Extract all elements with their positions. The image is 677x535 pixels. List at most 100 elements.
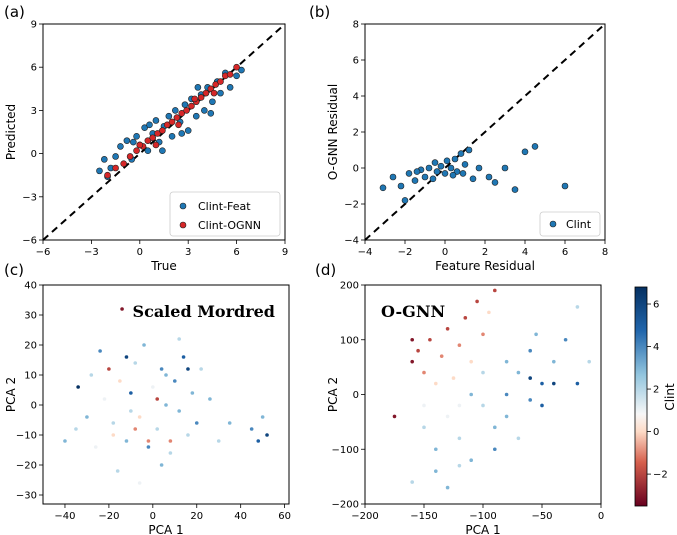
pca-point: [422, 370, 426, 375]
x-tick-label: 9: [282, 247, 288, 258]
y-tick-label: 3: [31, 106, 37, 117]
clint-point: [411, 177, 419, 184]
y-tick-label: 4: [353, 92, 359, 103]
pca-point: [469, 458, 474, 463]
y-axis-label: PCA 2: [4, 377, 18, 412]
pca-point: [98, 349, 102, 353]
clint-point: [511, 186, 519, 193]
clint-point: [401, 197, 409, 204]
clint-ognn-point: [207, 85, 215, 93]
clint-ognn-point: [217, 78, 224, 85]
x-axis-label: Feature Residual: [435, 259, 535, 273]
pca-point: [111, 421, 116, 425]
clint-ognn-point: [197, 94, 205, 101]
pca-point: [265, 433, 269, 437]
pca-point: [540, 403, 544, 408]
axes-frame: [42, 284, 290, 505]
clint-point: [437, 162, 445, 170]
pca-point: [177, 337, 181, 341]
panel-c-plot: −40 −20 0 20 40 60 −30 −20 −10 0 10 20 30 40 PCA 1 PCA …: [4, 281, 291, 535]
clint-point: [379, 184, 387, 192]
clint-point: [447, 164, 455, 172]
y-axis-label: O-GNN Residual: [326, 84, 340, 180]
pca-point: [155, 427, 160, 431]
pca-point: [445, 327, 450, 331]
clint-ognn-point: [191, 95, 198, 103]
pca-point: [115, 469, 120, 473]
pca-point: [194, 421, 199, 425]
pca-point: [422, 425, 426, 430]
clint-feat-point: [181, 101, 189, 108]
pca-point: [457, 343, 462, 348]
clint-point: [421, 173, 429, 181]
identity-line: [364, 23, 606, 241]
pca-point: [463, 316, 468, 320]
x-tick-label: −3: [84, 247, 99, 258]
colorbar-tick-label: 4: [653, 342, 659, 353]
pca-point: [504, 359, 509, 364]
pca-point: [164, 403, 168, 407]
y-tick-label: 20: [24, 341, 37, 352]
x-tick-label: 4: [522, 247, 528, 258]
pca-point: [457, 436, 462, 441]
x-tick-label: 8: [602, 247, 608, 258]
pca-point: [102, 397, 107, 401]
panel-label-b: (b): [309, 3, 330, 21]
legend-label: Clint-Feat: [198, 200, 251, 213]
x-tick-label: 0: [150, 511, 156, 522]
clint-feat-point: [209, 98, 216, 106]
clint-ognn-point: [175, 121, 182, 129]
clint-point: [501, 164, 509, 172]
clint-ognn-point: [212, 81, 219, 88]
pca-point: [504, 392, 509, 397]
clint-ognn-point: [149, 134, 157, 142]
y-tick-label: −100: [332, 445, 359, 456]
pca-point: [172, 379, 177, 383]
pca-point: [120, 307, 124, 311]
y-tick-label: −6: [22, 236, 37, 247]
pca-point: [124, 355, 129, 359]
y-tick-label: 6: [31, 63, 37, 74]
clint-feat-point: [171, 107, 179, 114]
clint-feat-point: [96, 167, 103, 175]
y-tick-label: 9: [31, 20, 37, 31]
pca-point: [137, 415, 142, 419]
pca-point: [146, 439, 151, 443]
clint-point: [397, 182, 405, 190]
pca-point: [552, 359, 556, 364]
pca-point: [190, 391, 195, 395]
legend-marker: [549, 220, 557, 228]
y-tick-label: 40: [24, 281, 37, 292]
clint-feat-point: [201, 107, 208, 114]
clint-point: [413, 168, 421, 175]
pca-point: [528, 348, 532, 353]
pca-point: [439, 354, 444, 358]
pca-point: [528, 376, 532, 380]
y-axis-label: Predicted: [4, 104, 18, 160]
pca-point: [107, 367, 111, 371]
clint-point: [459, 170, 467, 177]
clint-feat-point: [146, 121, 153, 129]
clint-point: [475, 164, 483, 172]
pca-point: [469, 392, 474, 397]
axes-frame: [364, 23, 606, 241]
pca-point: [111, 433, 116, 437]
panel-annotation: Scaled Mordred: [133, 302, 275, 321]
pca-point: [434, 381, 438, 386]
pca-point: [186, 433, 190, 437]
y-tick-label: 10: [24, 371, 37, 382]
pca-point: [451, 376, 456, 380]
colorbar-tick-label: −2: [653, 470, 668, 481]
pca-point: [410, 480, 415, 484]
y-tick-label: 0: [31, 149, 37, 160]
pca-point: [168, 451, 173, 455]
x-axis-label: PCA 1: [148, 523, 183, 535]
clint-feat-point: [226, 84, 234, 91]
clint-ognn-point: [210, 89, 218, 97]
pca-point: [516, 436, 521, 441]
pca-point: [392, 414, 397, 419]
clint-ognn-point: [104, 171, 111, 179]
y-tick-label: 6: [353, 56, 359, 67]
clint-ognn-point: [168, 118, 176, 126]
